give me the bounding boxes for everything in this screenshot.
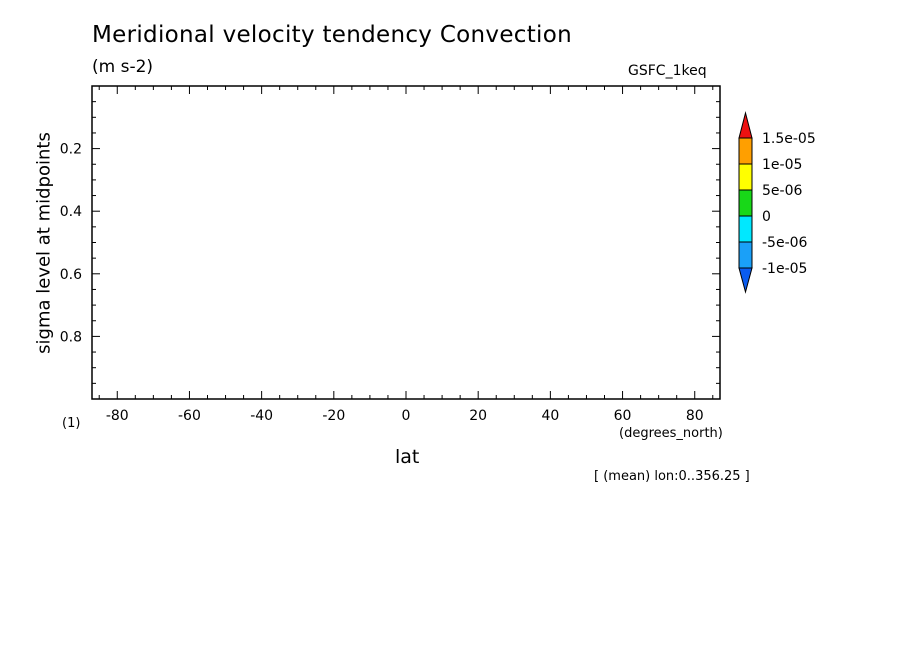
colorbar-swatch [738, 163, 753, 191]
model-name: GSFC_1keq [628, 63, 707, 79]
y-tick-label: 0.6 [60, 267, 82, 283]
averaging-footnote: [ (mean) lon:0..356.25 ] [594, 469, 750, 484]
y-tick-label: 0.8 [60, 329, 82, 345]
colorbar-swatch [738, 189, 753, 217]
x-tick-label: 0 [402, 408, 411, 424]
x-tick-label: -40 [250, 408, 273, 424]
x-axis: -80 -60 -40 -20 0 20 40 60 80 [98, 86, 714, 424]
colorbar-top-arrow [738, 111, 753, 139]
colorbar-bottom-arrow [738, 267, 753, 294]
y-tick-label: 0.4 [60, 204, 82, 220]
chart-units: (m s-2) [92, 57, 154, 77]
colorbar-label: 5e-06 [762, 183, 802, 199]
x-tick-label: 40 [541, 408, 559, 424]
colorbar-label: 1.5e-05 [762, 131, 816, 147]
chart-title: Meridional velocity tendency Convection [92, 22, 572, 48]
x-tick-label: -60 [178, 408, 201, 424]
x-tick-label: -80 [106, 408, 129, 424]
x-axis-units: (degrees_north) [619, 426, 723, 441]
colorbar-label: 1e-05 [762, 157, 802, 173]
figure-number: (1) [62, 416, 81, 431]
x-tick-label: 60 [614, 408, 632, 424]
colorbar-swatch [738, 137, 753, 165]
x-tick-label: 20 [469, 408, 487, 424]
x-tick-label: -20 [322, 408, 345, 424]
colorbar-swatch [738, 215, 753, 243]
y-tick-label: 0.2 [60, 142, 82, 158]
x-axis-label: lat [395, 446, 420, 468]
colorbar-swatch [738, 241, 753, 269]
colorbar-label: -5e-06 [762, 235, 808, 251]
colorbar: 1.5e-05 1e-05 5e-06 0 -5e-06 -1e-05 [738, 111, 816, 294]
colorbar-label: 0 [762, 209, 771, 225]
plot-frame [91, 85, 721, 400]
x-tick-label: 80 [686, 408, 704, 424]
colorbar-label: -1e-05 [762, 261, 807, 277]
y-axis: 0.2 0.4 0.6 0.8 [60, 101, 720, 384]
